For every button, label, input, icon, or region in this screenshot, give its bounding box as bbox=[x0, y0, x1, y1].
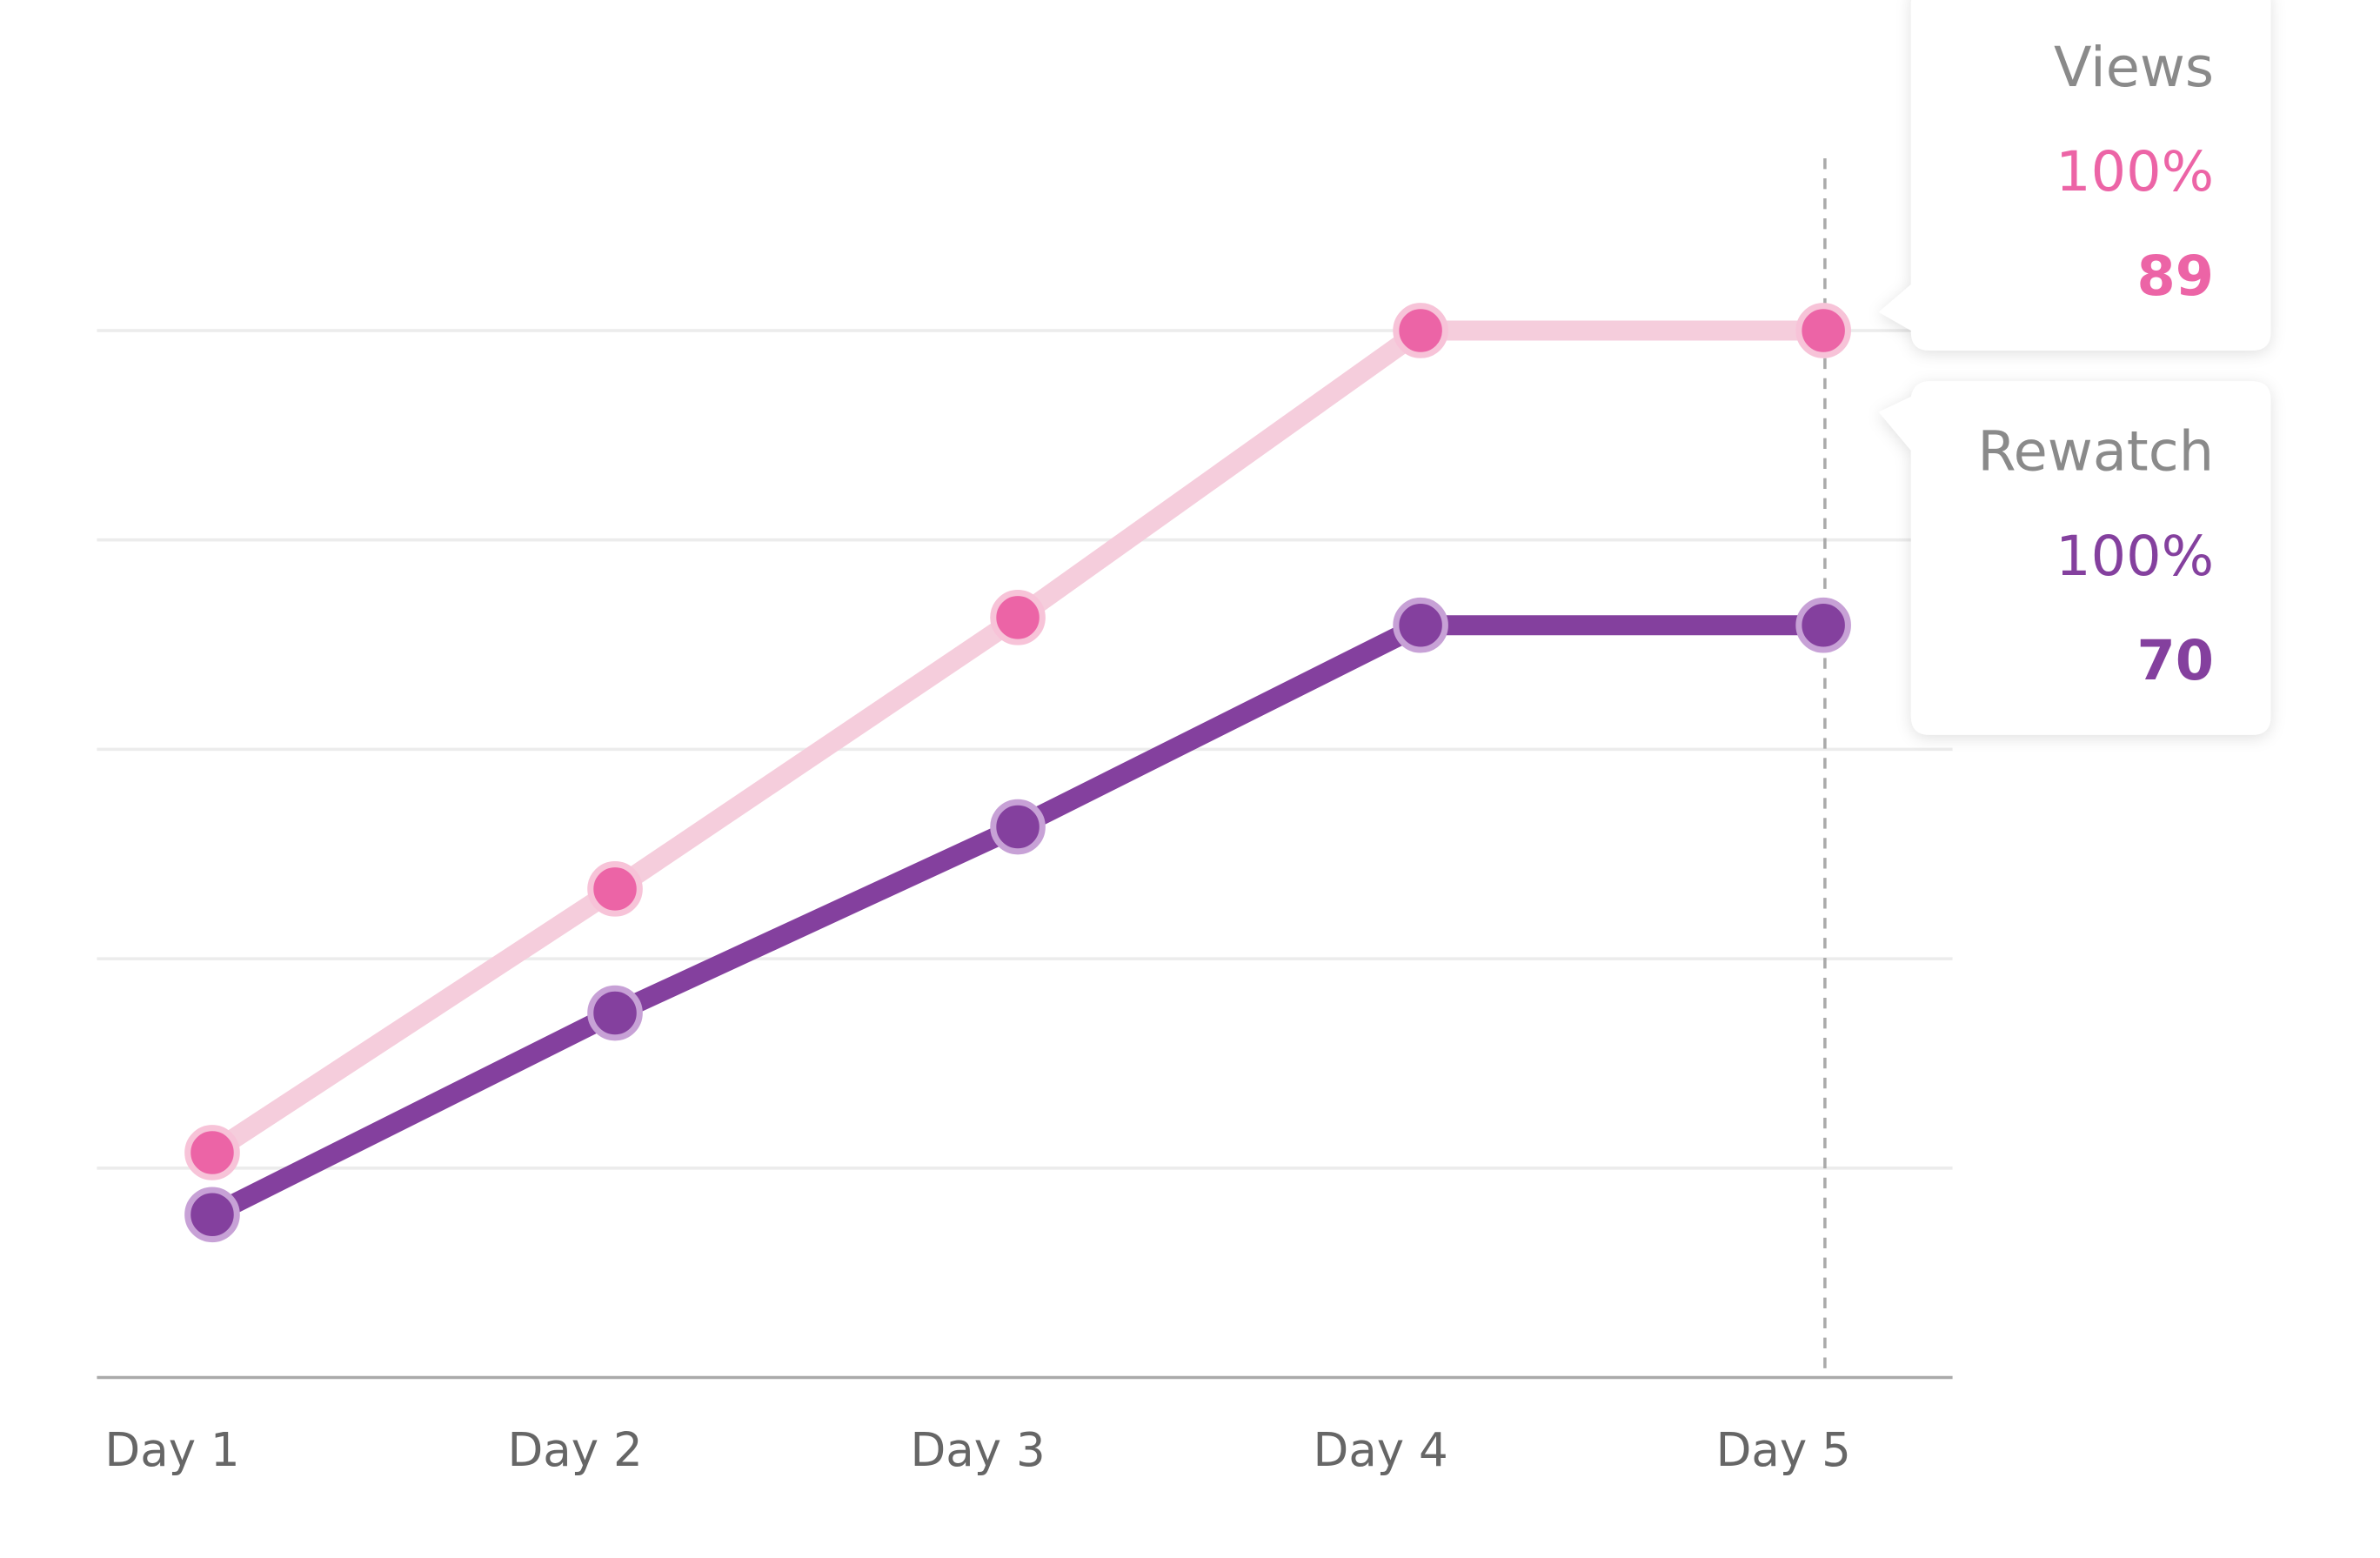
x-tick-label: Day 5 bbox=[1716, 1423, 1851, 1477]
tooltip-series-name: Views bbox=[2054, 36, 2214, 100]
tooltip-views bbox=[1878, 0, 2271, 351]
grid bbox=[97, 329, 1953, 1380]
tooltip-value: 70 bbox=[2137, 629, 2215, 693]
series-line bbox=[206, 320, 1824, 1161]
tooltip-rewatch bbox=[1878, 381, 2271, 735]
tooltip-value: 89 bbox=[2137, 244, 2215, 309]
data-point bbox=[990, 590, 1046, 645]
data-point bbox=[184, 1187, 240, 1243]
data-point bbox=[587, 861, 643, 917]
x-tick-label: Day 3 bbox=[910, 1423, 1045, 1477]
data-point bbox=[587, 985, 643, 1041]
data-point bbox=[1393, 303, 1448, 358]
x-tick-label: Day 4 bbox=[1314, 1423, 1448, 1477]
tooltip-percent: 100% bbox=[2056, 140, 2214, 204]
tooltip-series-name: Rewatch bbox=[1977, 420, 2214, 485]
x-tick-label: Day 2 bbox=[507, 1423, 642, 1477]
tooltip-percent: 100% bbox=[2056, 525, 2214, 589]
data-point bbox=[1795, 597, 1851, 653]
plot bbox=[184, 303, 1851, 1243]
x-tick-label: Day 1 bbox=[104, 1423, 239, 1477]
data-point bbox=[184, 1125, 240, 1180]
data-point bbox=[1393, 597, 1448, 653]
data-point bbox=[990, 799, 1046, 855]
data-point bbox=[1795, 303, 1851, 358]
series-line bbox=[207, 615, 1824, 1224]
